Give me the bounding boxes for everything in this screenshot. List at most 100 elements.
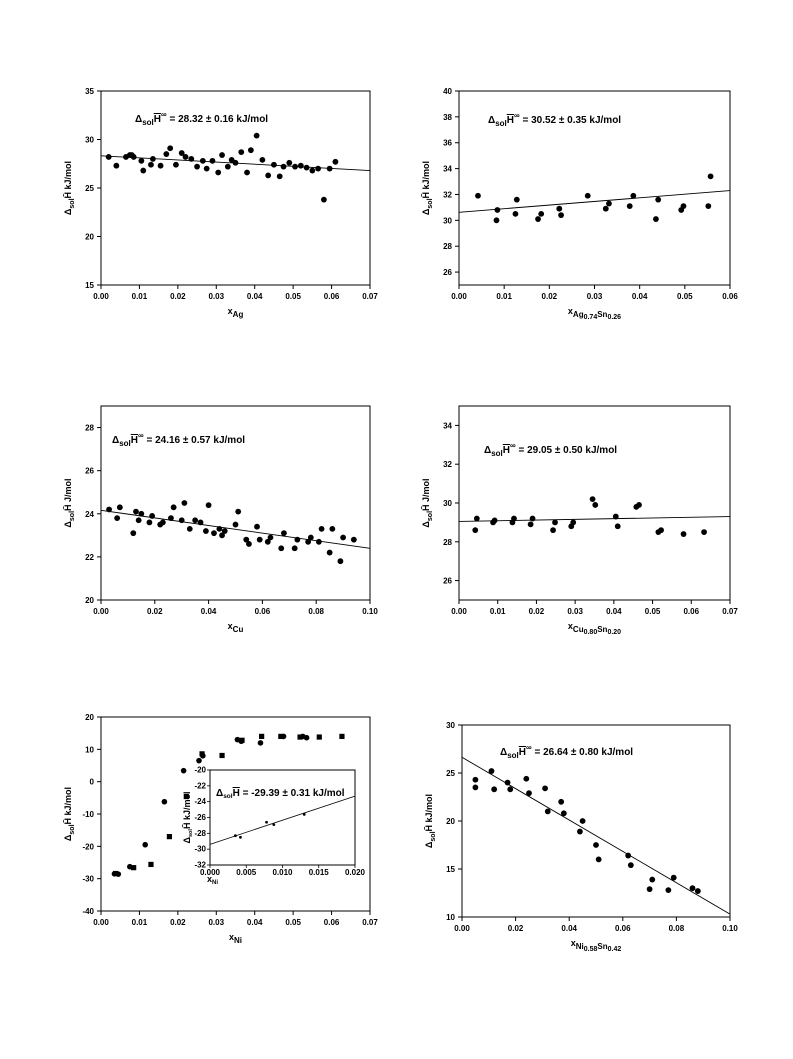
x-axis-label: xAg0.74Sn0.26 (568, 306, 621, 321)
data-point (130, 530, 137, 537)
x-label-sub3: 0.42 (608, 946, 622, 953)
inset-y-label-tail: H̄ kJ/mol (182, 792, 192, 830)
y-label-sub: sol (427, 511, 434, 521)
y-tick-label: 10 (85, 745, 94, 754)
inset-data-point (272, 823, 276, 827)
data-point (186, 525, 193, 532)
inset-data-point (265, 820, 268, 824)
data-point (535, 216, 541, 222)
y-tick-label: 20 (85, 713, 94, 722)
data-point (507, 786, 514, 793)
y-tick-label: 20 (85, 233, 94, 242)
inset-x-tick-label: 0.005 (236, 868, 257, 877)
data-point (253, 132, 260, 139)
x-tick-label: 0.07 (722, 607, 738, 616)
x-label-sub: Ag (233, 310, 244, 319)
y-tick-label: 0 (90, 778, 95, 787)
data-point (493, 217, 500, 224)
y-tick-label: 38 (443, 113, 452, 122)
inset-y-tick-label: -26 (194, 813, 206, 822)
data-point (630, 192, 637, 199)
y-tick-label: 26 (443, 577, 452, 586)
data-point (163, 151, 170, 157)
ann-delta: Δ (500, 747, 507, 758)
data-point (494, 207, 501, 213)
y-tick-label: 25 (446, 769, 455, 778)
fit-annotation: ΔsolH∞ = 30.52 ± 0.35 kJ/mol (488, 111, 621, 128)
data-point (106, 506, 112, 513)
data-point (592, 502, 599, 508)
x-tick-label: 0.00 (451, 607, 467, 616)
x-label-sub2: 0.58 (584, 946, 598, 953)
chart-panel-3: 0.00 0.02 0.04 0.06 0.08 0.10 20 22 24 26 28 xCu Δso… (63, 405, 378, 634)
data-point (614, 523, 621, 530)
y-label-tail: H̄ kJ/mol (424, 794, 434, 832)
ann-inf: ∞ (514, 111, 520, 120)
y-tick-label: 24 (85, 510, 94, 519)
data-point (689, 885, 696, 892)
data-point-square (113, 870, 119, 877)
x-tick-label: 0.00 (93, 607, 109, 616)
inset-chart: 0.000 0.005 0.010 0.015 0.020 -32 -30 -28 -26 -24… (182, 766, 366, 887)
data-point (512, 210, 519, 217)
data-point (472, 784, 479, 791)
data-point (655, 196, 662, 203)
data-point (297, 162, 304, 169)
data-point (265, 172, 272, 179)
ann-sub: sol (495, 119, 507, 128)
y-tick-label: -40 (82, 907, 94, 916)
data-point (278, 545, 285, 552)
x-label-main: x (228, 621, 233, 631)
inset-fit-annotation: ΔsolH = -29.39 ± 0.31 kJ/mol (216, 788, 345, 800)
x-label-main: x (568, 621, 573, 631)
x-tick-label: 0.01 (132, 918, 148, 927)
data-point (473, 515, 480, 522)
y-tick-label: 35 (85, 87, 94, 96)
fit-annotation: ΔsolH∞ = 29.05 ± 0.50 kJ/mol (484, 441, 617, 458)
x-tick-label: 0.01 (496, 292, 512, 301)
data-point (612, 513, 619, 520)
x-tick-label: 0.02 (170, 292, 186, 301)
fit-annotation: ΔsolH∞ = 26.64 ± 0.80 kJ/mol (500, 743, 633, 760)
data-point-square (239, 737, 245, 743)
inset-x-tick-label: 0.020 (345, 868, 366, 877)
data-point (130, 154, 137, 160)
inset-y-tick-label: -28 (194, 829, 206, 838)
x-tick-label: 0.00 (451, 292, 467, 301)
data-point (584, 192, 591, 199)
fit-annotation: ΔsolH∞ = 28.32 ± 0.16 kJ/mol (135, 110, 268, 127)
y-tick-label: 15 (85, 281, 94, 290)
x-tick-label: 0.04 (247, 918, 263, 927)
data-point-square (131, 865, 137, 871)
data-point (670, 874, 677, 881)
data-point (701, 529, 707, 535)
y-tick-label: 20 (85, 596, 94, 605)
data-point (140, 167, 147, 174)
x-axis-label: xNi0.58Sn0.42 (571, 938, 622, 953)
data-point (303, 164, 310, 171)
data-point (606, 200, 612, 207)
data-point (538, 210, 545, 217)
data-point (527, 521, 534, 528)
ann-value: = 29.05 ± 0.50 kJ/mol (516, 445, 618, 456)
data-point (550, 527, 556, 534)
data-point (680, 531, 687, 537)
data-point (626, 203, 633, 210)
y-tick-label: 30 (85, 136, 94, 145)
data-point-circle (161, 798, 168, 805)
data-point (337, 558, 344, 565)
inset-x-tick-label: 0.000 (200, 868, 221, 877)
data-point (205, 502, 212, 509)
ann-sub: sol (142, 118, 154, 127)
inset-data-point (233, 834, 237, 838)
y-label-delta: Δ (421, 208, 431, 215)
data-point (680, 203, 687, 210)
x-tick-label: 0.06 (324, 292, 340, 301)
fit-line (100, 509, 371, 549)
ann-value: = 30.52 ± 0.35 kJ/mol (520, 115, 622, 126)
data-point (558, 798, 565, 805)
data-point (315, 538, 322, 545)
inset-x-tick-label: 0.015 (309, 868, 330, 877)
inset-y-tick-label: -32 (194, 861, 206, 870)
x-tick-label: 0.02 (170, 918, 186, 927)
